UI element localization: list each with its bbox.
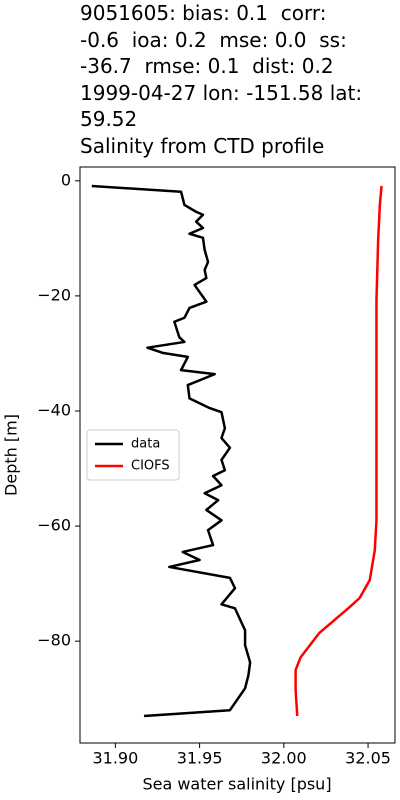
- x-tick-label: 32.05: [345, 749, 391, 768]
- data-line: [91, 184, 252, 718]
- y-tick-label: −80: [37, 631, 71, 650]
- x-tick-label: 32.00: [261, 749, 307, 768]
- legend-box: [86, 429, 180, 481]
- plot-frame: [79, 166, 396, 744]
- y-tick-label: 0: [61, 170, 71, 189]
- y-axis-label: Depth [m]: [2, 414, 21, 496]
- data-line: [294, 185, 383, 717]
- x-tick-label: 31.95: [177, 749, 223, 768]
- y-tick-label: −40: [37, 400, 71, 419]
- legend-label: data: [131, 437, 160, 452]
- legend-label: CIOFS: [131, 459, 170, 474]
- x-tick-label: 31.90: [92, 749, 138, 768]
- y-tick-label: −20: [37, 285, 71, 304]
- chart-title: 9051605: bias: 0.1 corr: -0.6 ioa: 0.2 m…: [80, 1, 363, 158]
- x-axis-label: Sea water salinity [psu]: [142, 775, 331, 794]
- y-tick-label: −60: [37, 516, 71, 535]
